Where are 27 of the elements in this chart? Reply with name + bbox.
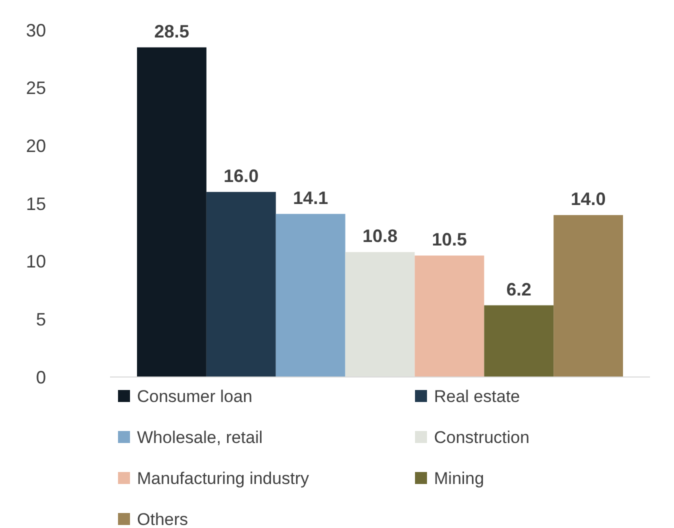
legend-label: Manufacturing industry: [137, 468, 310, 488]
y-tick-label: 30: [26, 20, 46, 40]
legend-label: Wholesale, retail: [137, 428, 263, 447]
legend-label: Construction: [434, 428, 530, 447]
legend-label: Mining: [434, 468, 484, 488]
data-label: 14.1: [293, 188, 328, 208]
data-label: 16.0: [224, 166, 259, 186]
y-tick-label: 10: [26, 252, 46, 272]
data-label: 10.5: [432, 230, 467, 250]
legend-label: Others: [137, 510, 188, 528]
y-tick-label: 20: [26, 136, 46, 156]
data-label: 14.0: [570, 189, 606, 210]
data-label: 6.2: [506, 279, 532, 300]
data-label: 10.8: [362, 226, 398, 246]
legend-label: Consumer loan: [137, 386, 252, 406]
bar: [414, 256, 484, 377]
bar: [206, 192, 276, 377]
bar: [276, 214, 346, 377]
y-tick-label: 15: [26, 194, 46, 214]
y-tick-label: 0: [36, 367, 46, 388]
legend-label: Real estate: [434, 386, 520, 406]
y-tick-label: 25: [26, 78, 46, 98]
bar: [137, 47, 206, 377]
bar: [554, 215, 623, 377]
data-label: 28.5: [154, 21, 190, 42]
y-tick-label: 5: [36, 309, 46, 330]
bar: [484, 305, 554, 377]
